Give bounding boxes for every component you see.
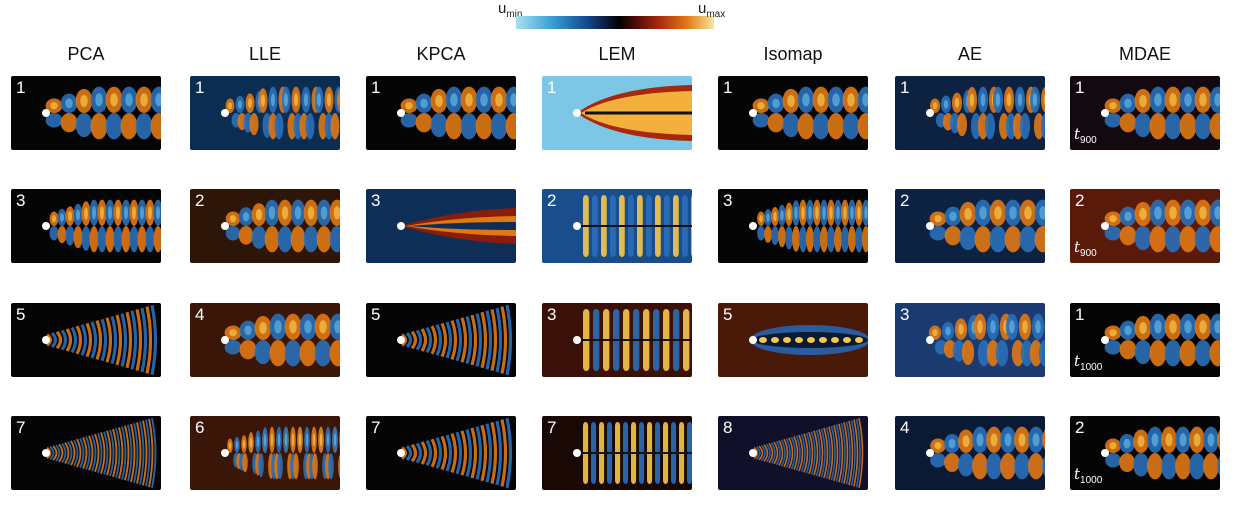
- mode-field: [718, 76, 868, 150]
- mode-field: [11, 416, 161, 490]
- mode-number: 1: [723, 78, 733, 97]
- mode-field: [542, 416, 692, 490]
- mode-field: [11, 76, 161, 150]
- mode-panel: 6: [190, 416, 340, 490]
- mode-number: 3: [900, 305, 910, 324]
- mode-panel: 3: [895, 303, 1045, 377]
- method-title: KPCA: [416, 44, 466, 64]
- mode-panel: 7: [366, 416, 516, 490]
- mode-panel: 2 t1000: [1070, 416, 1220, 490]
- colorbar: [516, 16, 714, 29]
- mode-number: 3: [371, 191, 381, 210]
- colorbar-max-label: umax: [698, 0, 726, 20]
- mode-number: 7: [547, 418, 557, 437]
- mode-panel: 4: [190, 303, 340, 377]
- mode-number: 1: [1075, 78, 1085, 97]
- mode-number: 5: [723, 305, 733, 324]
- mode-field: [718, 303, 868, 377]
- mode-field: [1070, 76, 1220, 150]
- method-title: Isomap: [763, 44, 823, 64]
- mode-number: 6: [195, 418, 205, 437]
- mode-number: 1: [16, 78, 26, 97]
- mode-field: [366, 76, 516, 150]
- mode-panel: 1: [366, 76, 516, 150]
- mode-number: 8: [723, 418, 733, 437]
- mode-panel: 1: [718, 76, 868, 150]
- method-title: AE: [957, 44, 982, 64]
- mode-panel: 2: [542, 189, 692, 263]
- mode-panel: 7: [11, 416, 161, 490]
- mode-field: [895, 416, 1045, 490]
- mode-number: 2: [1075, 418, 1085, 437]
- mode-panel: 1: [542, 76, 692, 150]
- mode-number: 5: [371, 305, 381, 324]
- mode-number: 2: [900, 191, 910, 210]
- mode-field: [190, 303, 340, 377]
- mode-panel: 5: [11, 303, 161, 377]
- mode-number: 1: [371, 78, 381, 97]
- mode-field: [1070, 303, 1220, 377]
- mode-field: [542, 303, 692, 377]
- mode-number: 1: [195, 78, 205, 97]
- mode-number: 2: [195, 191, 205, 210]
- mode-number: 1: [900, 78, 910, 97]
- mode-panel: 5: [366, 303, 516, 377]
- mode-field: [895, 303, 1045, 377]
- mode-number: 7: [16, 418, 26, 437]
- mode-panel: 4: [895, 416, 1045, 490]
- mode-number: 1: [547, 78, 557, 97]
- mode-field: [1070, 416, 1220, 490]
- mode-panel: 3: [11, 189, 161, 263]
- mode-field: [11, 303, 161, 377]
- mode-panel: 1: [190, 76, 340, 150]
- mode-number: 4: [900, 418, 910, 437]
- mode-number: 3: [723, 191, 733, 210]
- time-label: t1000: [1074, 465, 1103, 486]
- mode-panel: 3: [718, 189, 868, 263]
- mode-field: [190, 76, 340, 150]
- mode-panel: 2: [895, 189, 1045, 263]
- mode-panel: 3: [366, 189, 516, 263]
- mode-field: [542, 76, 692, 150]
- time-label: t1000: [1074, 352, 1103, 373]
- mode-number: 2: [1075, 191, 1085, 210]
- mode-number: 5: [16, 305, 26, 324]
- mode-panel: 1 t1000: [1070, 303, 1220, 377]
- mode-number: 1: [1075, 305, 1085, 324]
- method-title: MDAE: [1118, 44, 1171, 64]
- mode-number: 3: [547, 305, 557, 324]
- mode-field: [1070, 189, 1220, 263]
- method-title: PCA: [67, 44, 105, 64]
- method-title: LEM: [598, 44, 636, 64]
- mode-field: [366, 303, 516, 377]
- mode-number: 7: [371, 418, 381, 437]
- mode-number: 4: [195, 305, 205, 324]
- mode-number: 3: [16, 191, 26, 210]
- colorbar-min-label: umin: [498, 0, 523, 20]
- mode-number: 2: [547, 191, 557, 210]
- method-title: LLE: [248, 44, 282, 64]
- time-label: t900: [1074, 238, 1097, 259]
- mode-panel: 5: [718, 303, 868, 377]
- mode-field: [542, 189, 692, 263]
- time-label: t900: [1074, 125, 1097, 146]
- mode-field: [718, 189, 868, 263]
- mode-panel: 1: [895, 76, 1045, 150]
- mode-field: [718, 416, 868, 490]
- mode-field: [366, 416, 516, 490]
- mode-panel: 2: [190, 189, 340, 263]
- mode-panel: 7: [542, 416, 692, 490]
- mode-panel: 8: [718, 416, 868, 490]
- mode-field: [895, 76, 1045, 150]
- mode-field: [11, 189, 161, 263]
- mode-field: [366, 189, 516, 263]
- mode-panel: 3: [542, 303, 692, 377]
- mode-panel: 1: [11, 76, 161, 150]
- mode-field: [190, 189, 340, 263]
- mode-panel: 1 t900: [1070, 76, 1220, 150]
- mode-panel: 2 t900: [1070, 189, 1220, 263]
- mode-field: [895, 189, 1045, 263]
- mode-field: [190, 416, 340, 490]
